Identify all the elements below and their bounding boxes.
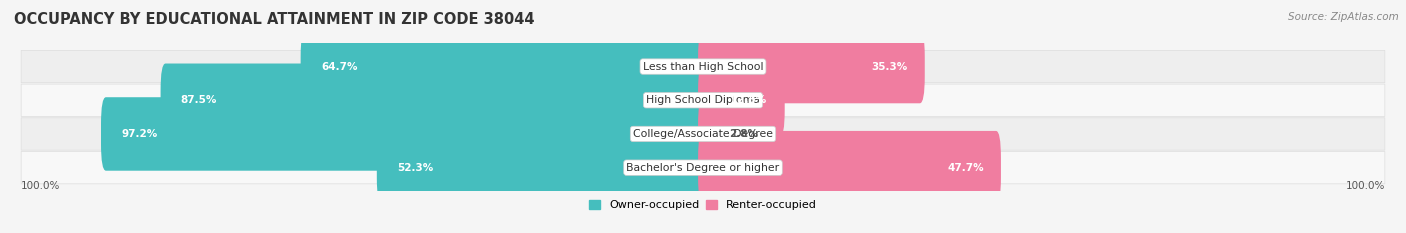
Text: Source: ZipAtlas.com: Source: ZipAtlas.com [1288,12,1399,22]
Text: 12.5%: 12.5% [731,95,768,105]
FancyBboxPatch shape [21,118,1385,150]
FancyBboxPatch shape [699,131,1001,204]
FancyBboxPatch shape [699,97,725,171]
FancyBboxPatch shape [160,64,707,137]
Text: 2.8%: 2.8% [730,129,758,139]
FancyBboxPatch shape [699,64,785,137]
Text: 52.3%: 52.3% [396,163,433,173]
FancyBboxPatch shape [377,131,707,204]
Legend: Owner-occupied, Renter-occupied: Owner-occupied, Renter-occupied [586,198,820,212]
Text: Bachelor's Degree or higher: Bachelor's Degree or higher [627,163,779,173]
Text: 64.7%: 64.7% [321,62,357,72]
FancyBboxPatch shape [301,30,707,103]
Text: High School Diploma: High School Diploma [647,95,759,105]
FancyBboxPatch shape [21,50,1385,83]
Text: 100.0%: 100.0% [21,181,60,191]
Text: OCCUPANCY BY EDUCATIONAL ATTAINMENT IN ZIP CODE 38044: OCCUPANCY BY EDUCATIONAL ATTAINMENT IN Z… [14,12,534,27]
Text: College/Associate Degree: College/Associate Degree [633,129,773,139]
FancyBboxPatch shape [21,151,1385,184]
Text: 87.5%: 87.5% [181,95,218,105]
FancyBboxPatch shape [699,30,925,103]
Text: Less than High School: Less than High School [643,62,763,72]
FancyBboxPatch shape [21,84,1385,116]
Text: 35.3%: 35.3% [872,62,907,72]
Text: 100.0%: 100.0% [1346,181,1385,191]
Text: 47.7%: 47.7% [948,163,984,173]
FancyBboxPatch shape [101,97,707,171]
Text: 97.2%: 97.2% [121,129,157,139]
